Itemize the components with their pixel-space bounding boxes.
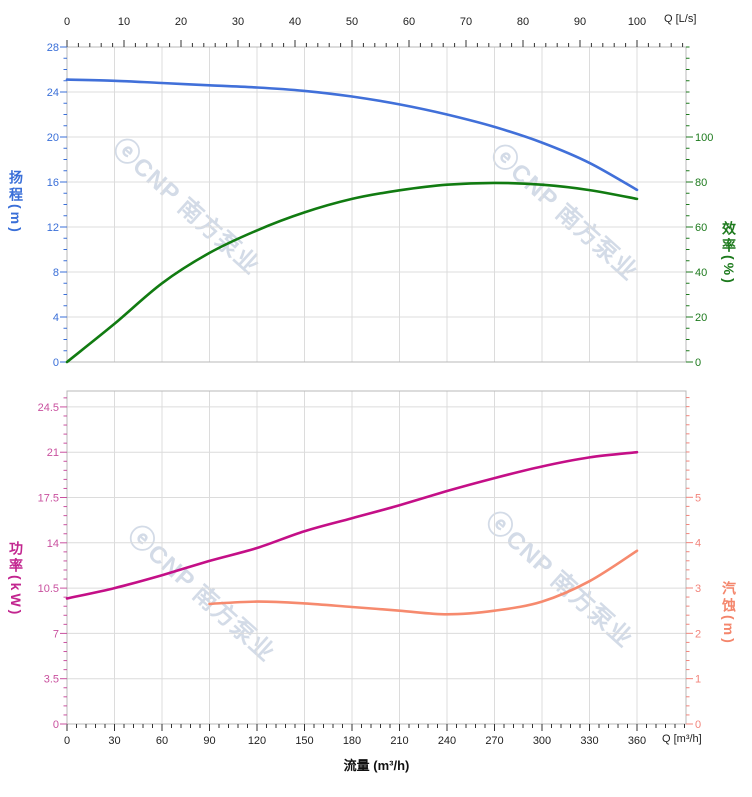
- npsh-curve: [208, 549, 639, 616]
- y-axis-tick-label: 8: [53, 267, 59, 279]
- top-axis-tick-label: 80: [517, 16, 529, 28]
- y-axis-tick-label: 0: [695, 719, 701, 731]
- npsh-axis-title: 汽蚀(m): [721, 581, 737, 646]
- y-axis-tick-label: 3: [695, 583, 701, 595]
- top-axis-tick-label: 100: [628, 16, 646, 28]
- top-axis-tick-label: 10: [118, 16, 130, 28]
- top-axis-tick-label: 20: [175, 16, 187, 28]
- y-axis-tick-label: 21: [47, 447, 59, 459]
- y-axis-tick-label: 14: [47, 538, 59, 550]
- y-axis-tick-label: 20: [47, 132, 59, 144]
- bottom-chart-frame: [66, 390, 687, 725]
- y-axis-tick-label: 28: [47, 42, 59, 54]
- top-axis-tick-label: 30: [232, 16, 244, 28]
- efficiency-curve: [65, 181, 639, 364]
- top-axis-unit-label: Q [L/s]: [664, 13, 697, 25]
- bottom-axis-tick-label: 240: [438, 735, 456, 747]
- bottom-axis-tick-label: 300: [533, 735, 551, 747]
- y-axis-tick-label: 10.5: [38, 583, 59, 595]
- bottom-axis-tick-label: 180: [343, 735, 361, 747]
- y-axis-tick-label: 40: [695, 267, 707, 279]
- y-axis-tick-label: 24.5: [38, 402, 59, 414]
- top-axis-tick-label: 0: [64, 16, 70, 28]
- y-axis-tick-label: 4: [695, 538, 701, 550]
- y-axis-tick-label: 2: [695, 628, 701, 640]
- y-axis-tick-label: 16: [47, 177, 59, 189]
- y-axis-tick-label: 3.5: [44, 674, 59, 686]
- bottom-axis-tick-label: 270: [485, 735, 503, 747]
- bottom-axis-tick-label: 150: [295, 735, 313, 747]
- flow-axis-title: 流量 (m³/h): [343, 758, 410, 773]
- y-axis-tick-label: 1: [695, 674, 701, 686]
- bottom-axis-tick-label: 360: [628, 735, 646, 747]
- bottom-axis-tick-label: 210: [390, 735, 408, 747]
- top-axis-tick-label: 40: [289, 16, 301, 28]
- y-axis-tick-label: 100: [695, 132, 713, 144]
- y-axis-tick-label: 60: [695, 222, 707, 234]
- top-axis-tick-label: 90: [574, 16, 586, 28]
- power-curve: [65, 450, 639, 600]
- power-axis-title: 功率(kW): [8, 541, 24, 618]
- top-axis-tick-label: 70: [460, 16, 472, 28]
- y-axis-tick-label: 0: [53, 357, 59, 369]
- y-axis-tick-label: 0: [53, 719, 59, 731]
- top-chart-frame: [66, 46, 687, 363]
- head-axis-title: 扬程(m): [8, 170, 24, 235]
- bottom-axis-tick-label: 0: [64, 735, 70, 747]
- y-axis-tick-label: 20: [695, 312, 707, 324]
- top-axis-tick-label: 50: [346, 16, 358, 28]
- y-axis-tick-label: 17.5: [38, 493, 59, 505]
- bottom-axis-tick-label: 90: [203, 735, 215, 747]
- y-axis-tick-label: 4: [53, 312, 59, 324]
- bottom-axis-tick-label: 30: [108, 735, 120, 747]
- head-curve: [65, 78, 639, 192]
- y-axis-tick-label: 24: [47, 87, 59, 99]
- efficiency-axis-title: 效率(%): [721, 221, 737, 286]
- y-axis-tick-label: 5: [695, 492, 701, 504]
- y-axis-tick-label: 80: [695, 177, 707, 189]
- bottom-axis-unit-label: Q [m³/h]: [662, 733, 702, 745]
- y-axis-tick-label: 12: [47, 222, 59, 234]
- bottom-axis-tick-label: 330: [580, 735, 598, 747]
- y-axis-tick-label: 0: [695, 357, 701, 369]
- bottom-axis-tick-label: 120: [248, 735, 266, 747]
- top-axis-tick-label: 60: [403, 16, 415, 28]
- bottom-axis-tick-label: 60: [156, 735, 168, 747]
- y-axis-tick-label: 7: [53, 628, 59, 640]
